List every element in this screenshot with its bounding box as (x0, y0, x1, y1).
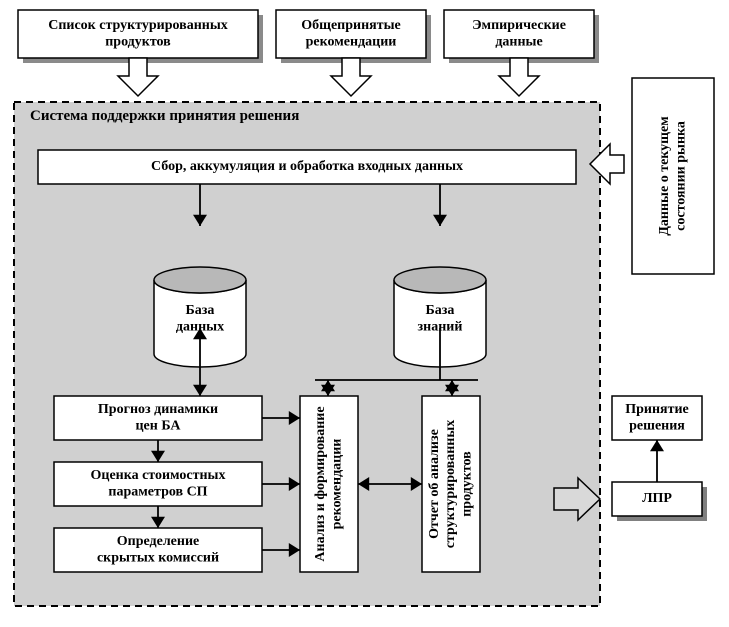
svg-text:параметров СП: параметров СП (108, 484, 207, 499)
svg-text:Сбор, аккумуляция и обработка: Сбор, аккумуляция и обработка входных да… (151, 159, 463, 174)
svg-text:Общепринятые: Общепринятые (301, 18, 401, 33)
svg-text:ЛПР: ЛПР (642, 491, 672, 506)
svg-text:Анализ и формирование: Анализ и формирование (313, 406, 328, 561)
svg-text:База: База (186, 303, 215, 318)
svg-text:рекомендации: рекомендации (329, 439, 344, 530)
svg-text:скрытых комиссий: скрытых комиссий (97, 550, 219, 565)
svg-text:продуктов: продуктов (459, 451, 474, 517)
svg-text:Список структурированных: Список структурированных (48, 18, 228, 33)
svg-text:Определение: Определение (117, 534, 199, 549)
svg-text:Оценка стоимостных: Оценка стоимостных (90, 468, 225, 483)
svg-text:цен БА: цен БА (135, 418, 181, 433)
svg-text:Принятие: Принятие (625, 402, 689, 417)
svg-text:Прогноз динамики: Прогноз динамики (98, 402, 218, 417)
hollow-arrow-down (331, 58, 371, 96)
svg-text:данные: данные (495, 34, 542, 49)
hollow-arrow-down (499, 58, 539, 96)
svg-text:Эмпирические: Эмпирические (472, 18, 566, 33)
svg-text:состоянии рынка: состоянии рынка (673, 121, 688, 231)
hollow-arrow-down (118, 58, 158, 96)
svg-text:Данные о текущем: Данные о текущем (657, 116, 672, 236)
svg-text:Отчет об анализе: Отчет об анализе (427, 429, 442, 539)
svg-text:рекомендации: рекомендации (306, 34, 397, 49)
svg-text:структурированных: структурированных (443, 420, 458, 549)
svg-text:База: База (426, 303, 455, 318)
svg-text:решения: решения (629, 418, 685, 433)
system-title: Система поддержки принятия решения (30, 108, 299, 124)
svg-text:продуктов: продуктов (105, 34, 171, 49)
